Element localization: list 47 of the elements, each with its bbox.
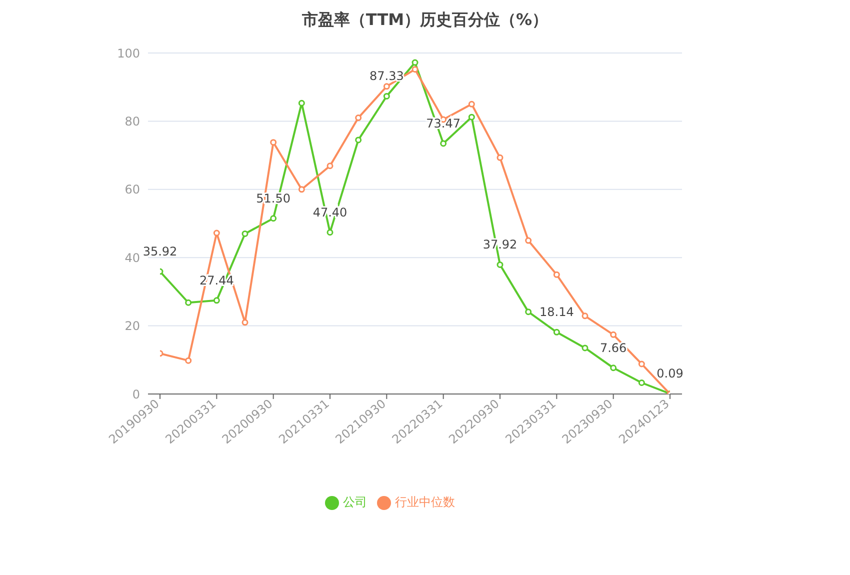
point <box>440 140 447 147</box>
data-label: 18.14 <box>539 305 574 320</box>
point <box>496 154 504 161</box>
point <box>525 308 532 316</box>
point <box>185 299 192 306</box>
point <box>553 271 560 278</box>
point <box>242 319 248 326</box>
legend-label: 行业中位数 <box>395 495 455 509</box>
chart-title: 市盈率（TTM）历史百分位（%） <box>300 9 550 31</box>
point <box>326 162 334 170</box>
point <box>326 229 334 236</box>
legend-label: 公司 <box>343 495 367 509</box>
point <box>213 230 220 236</box>
y-tick-label: 80 <box>124 114 140 128</box>
point <box>610 364 617 372</box>
point <box>355 114 362 122</box>
data-label: 87.33 <box>369 69 404 84</box>
data-label: 35.92 <box>142 244 178 259</box>
data-label: 0.09 <box>656 366 684 381</box>
point <box>298 186 305 193</box>
point <box>553 328 560 336</box>
point <box>582 312 588 320</box>
y-tick-label: 20 <box>124 319 140 334</box>
point <box>638 360 645 368</box>
point <box>468 114 475 120</box>
point <box>525 237 532 244</box>
point <box>412 59 418 66</box>
y-tick-label: 40 <box>124 250 140 265</box>
point <box>213 297 220 304</box>
point <box>468 100 475 108</box>
y-tick-label: 60 <box>124 182 140 197</box>
point <box>582 344 588 352</box>
point <box>185 357 192 364</box>
point <box>412 66 418 73</box>
point <box>270 139 277 146</box>
point <box>270 215 277 222</box>
point <box>355 136 362 144</box>
point <box>610 331 617 338</box>
point <box>383 83 390 90</box>
point <box>242 230 248 237</box>
point <box>298 100 305 106</box>
y-tick-label: 100 <box>117 46 140 60</box>
point <box>383 92 390 100</box>
data-label: 7.66 <box>600 340 627 355</box>
y-tick-label: 0 <box>132 387 140 402</box>
point <box>496 261 504 268</box>
point <box>638 379 645 386</box>
